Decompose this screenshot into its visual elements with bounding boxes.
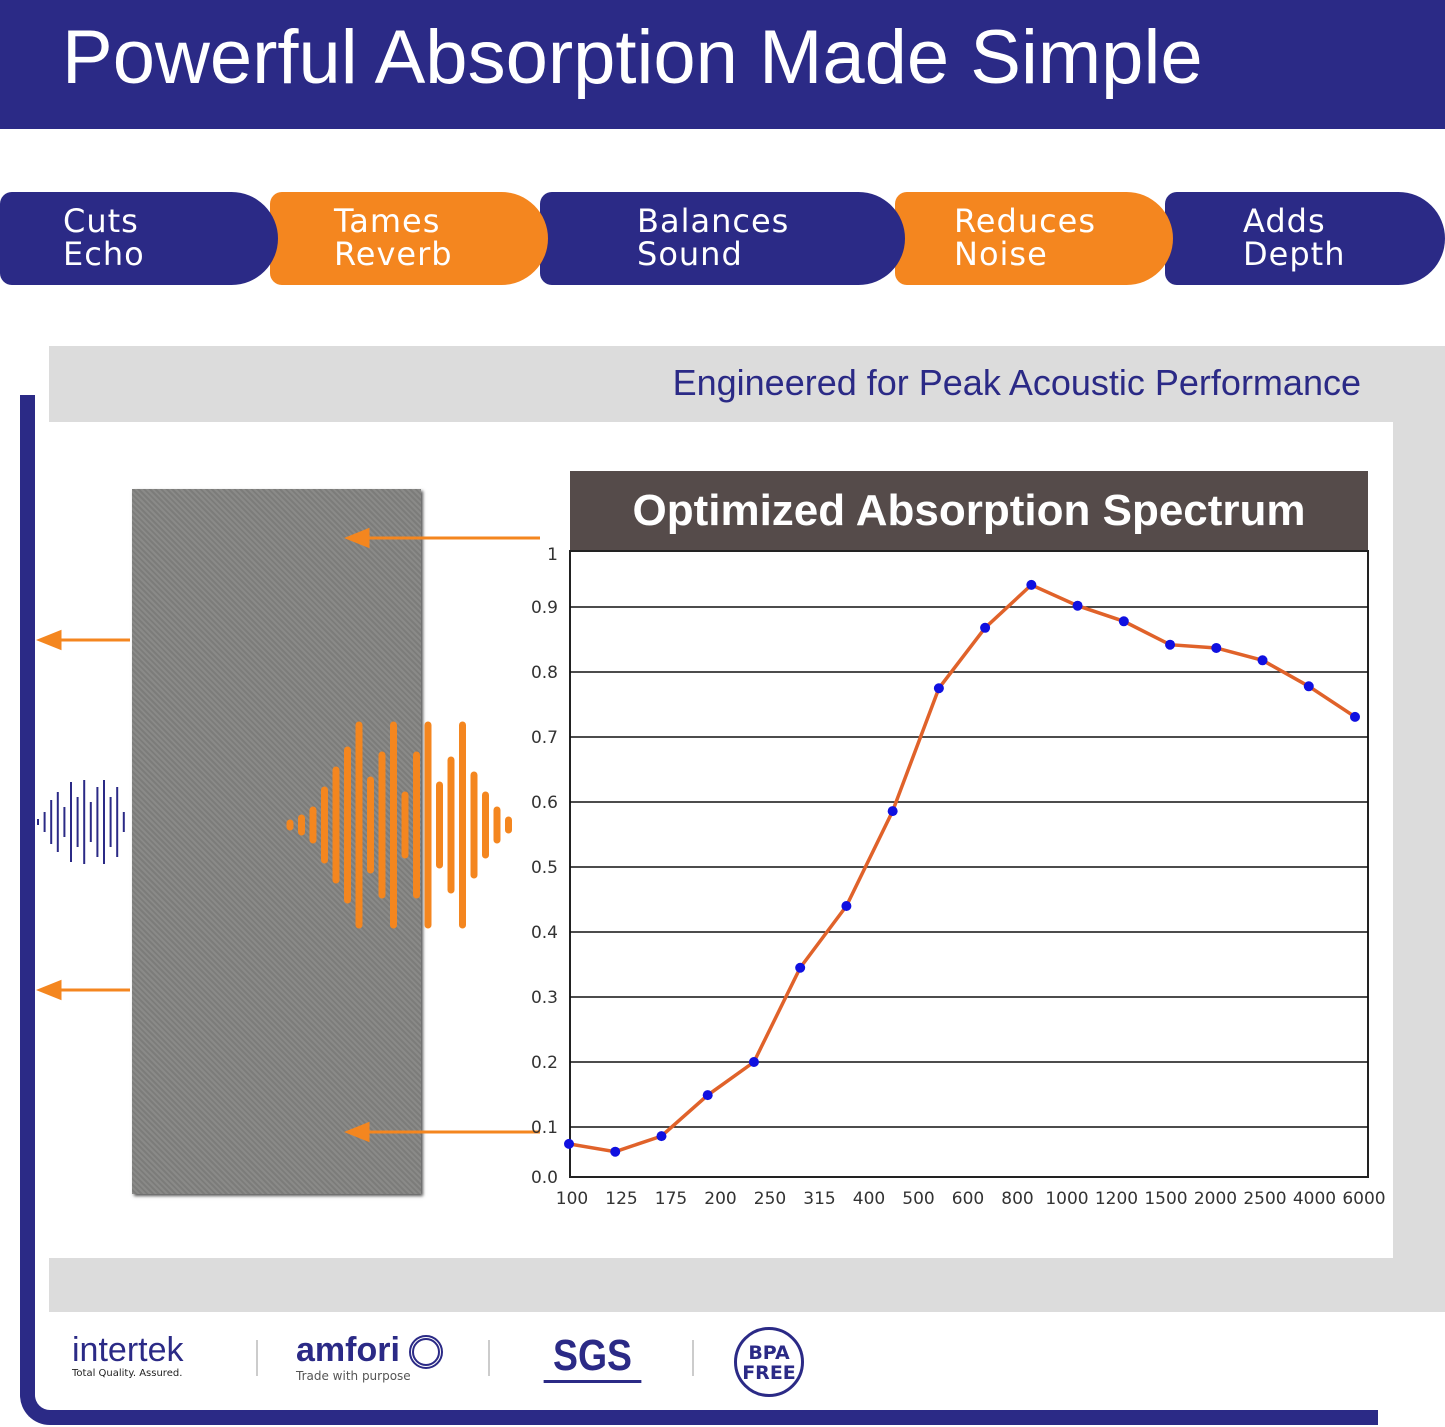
x-tick-label: 100 — [556, 1189, 588, 1209]
data-point — [1026, 579, 1037, 590]
y-tick-label: 0.5 — [531, 858, 558, 878]
data-point — [748, 1057, 759, 1067]
data-point — [1303, 681, 1314, 692]
data-point — [1072, 600, 1083, 611]
intertek-tagline: Total Quality. Assured. — [72, 1368, 183, 1379]
data-point — [610, 1146, 621, 1157]
y-tick-label: 0.1 — [531, 1118, 558, 1138]
x-tick-label: 600 — [952, 1189, 984, 1209]
data-point — [564, 1138, 574, 1149]
data-point — [1211, 642, 1222, 653]
x-tick-label: 2000 — [1194, 1189, 1237, 1209]
free-text: FREE — [742, 1362, 796, 1384]
pill-text: Reduces — [954, 202, 1097, 240]
pill-text: Echo — [63, 235, 145, 273]
pill-adds-depth: Adds Depth — [1165, 192, 1445, 285]
y-tick-label: 0.3 — [531, 988, 558, 1008]
arrow-icon — [343, 527, 370, 549]
x-tick-label: 1000 — [1045, 1189, 1088, 1209]
orange-wave-icon — [286, 721, 512, 929]
y-tick-label: 0.4 — [531, 923, 558, 943]
x-tick-label: 315 — [803, 1189, 835, 1209]
arrow-icon — [35, 979, 62, 1001]
bpa-free-badge: BPA FREE — [734, 1327, 804, 1397]
data-point — [702, 1090, 713, 1101]
header-banner: Powerful Absorption Made Simple — [0, 0, 1445, 129]
divider — [488, 1340, 490, 1376]
series-line — [568, 582, 1356, 1154]
panel-subtitle: Engineered for Peak Acoustic Performance — [672, 362, 1361, 403]
intertek-logo: intertek Total Quality. Assured. — [72, 1332, 184, 1379]
arrow-icon — [35, 629, 62, 651]
y-tick-label: 0.0 — [531, 1168, 558, 1188]
pill-balances-sound: Balances Sound — [540, 192, 905, 285]
pill-text: Reverb — [334, 235, 453, 273]
data-point — [1350, 711, 1360, 722]
amfori-name: amfori — [296, 1331, 400, 1369]
blue-frame — [20, 395, 1378, 1425]
navy-wave-icon — [37, 780, 125, 864]
pill-text: Adds — [1243, 202, 1326, 240]
pill-tames-reverb: Tames Reverb — [270, 192, 548, 285]
intertek-name: intertek — [72, 1331, 184, 1369]
absorption-chart: 0.0 0.1 0.2 0.3 0.4 0.5 0.6 0.7 0.8 0.9 1 100 125 175… — [531, 545, 1386, 1209]
divider — [692, 1340, 694, 1376]
data-point — [1257, 655, 1268, 666]
data-point — [841, 901, 852, 911]
y-tick-label: 0.8 — [531, 663, 558, 683]
pill-text: Balances — [637, 202, 790, 240]
amfori-swirl-icon — [409, 1335, 444, 1370]
data-point — [795, 962, 806, 973]
amfori-logo: amfori Trade with purpose — [296, 1331, 444, 1384]
y-tick-label: 1 — [547, 545, 558, 565]
data-point — [980, 622, 991, 633]
x-tick-label: 2500 — [1243, 1189, 1286, 1209]
pill-text: Depth — [1243, 235, 1346, 273]
y-tick-label: 0.9 — [531, 598, 558, 618]
x-tick-label: 4000 — [1293, 1189, 1336, 1209]
x-tick-label: 175 — [655, 1189, 687, 1209]
bpa-text: BPA — [748, 1342, 790, 1364]
chart-title: Optimized Absorption Spectrum — [570, 471, 1368, 551]
x-tick-label: 1200 — [1095, 1189, 1138, 1209]
y-tick-label: 0.6 — [531, 793, 558, 813]
arrows — [35, 527, 540, 1143]
divider — [256, 1340, 258, 1376]
x-tick-label: 1500 — [1144, 1189, 1187, 1209]
pill-text: Sound — [637, 235, 743, 273]
x-tick-label: 125 — [605, 1189, 637, 1209]
data-point — [887, 806, 898, 817]
page-title: Powerful Absorption Made Simple — [62, 15, 1203, 100]
pill-text: Noise — [954, 235, 1048, 273]
pill-text: Tames — [334, 202, 441, 240]
x-tick-label: 6000 — [1342, 1189, 1385, 1209]
sound-wave-illustration — [35, 527, 540, 1143]
sgs-logo: SGS — [543, 1332, 642, 1383]
y-tick-label: 0.2 — [531, 1053, 558, 1073]
amfori-tagline: Trade with purpose — [296, 1369, 411, 1384]
data-point — [933, 683, 944, 694]
x-tick-label: 250 — [754, 1189, 786, 1209]
x-tick-label: 500 — [902, 1189, 934, 1209]
y-tick-label: 0.7 — [531, 728, 558, 748]
pill-cuts-echo: Cuts Echo — [0, 192, 278, 285]
x-tick-label: 800 — [1001, 1189, 1033, 1209]
arrow-icon — [343, 1121, 370, 1143]
x-tick-label: 400 — [853, 1189, 885, 1209]
pill-reduces-noise: Reduces Noise — [895, 192, 1173, 285]
data-point — [1165, 639, 1176, 650]
pill-text: Cuts — [63, 202, 139, 240]
plot-area — [569, 550, 1369, 1178]
x-tick-label: 200 — [704, 1189, 736, 1209]
data-point — [656, 1131, 667, 1142]
data-point — [1118, 616, 1129, 627]
